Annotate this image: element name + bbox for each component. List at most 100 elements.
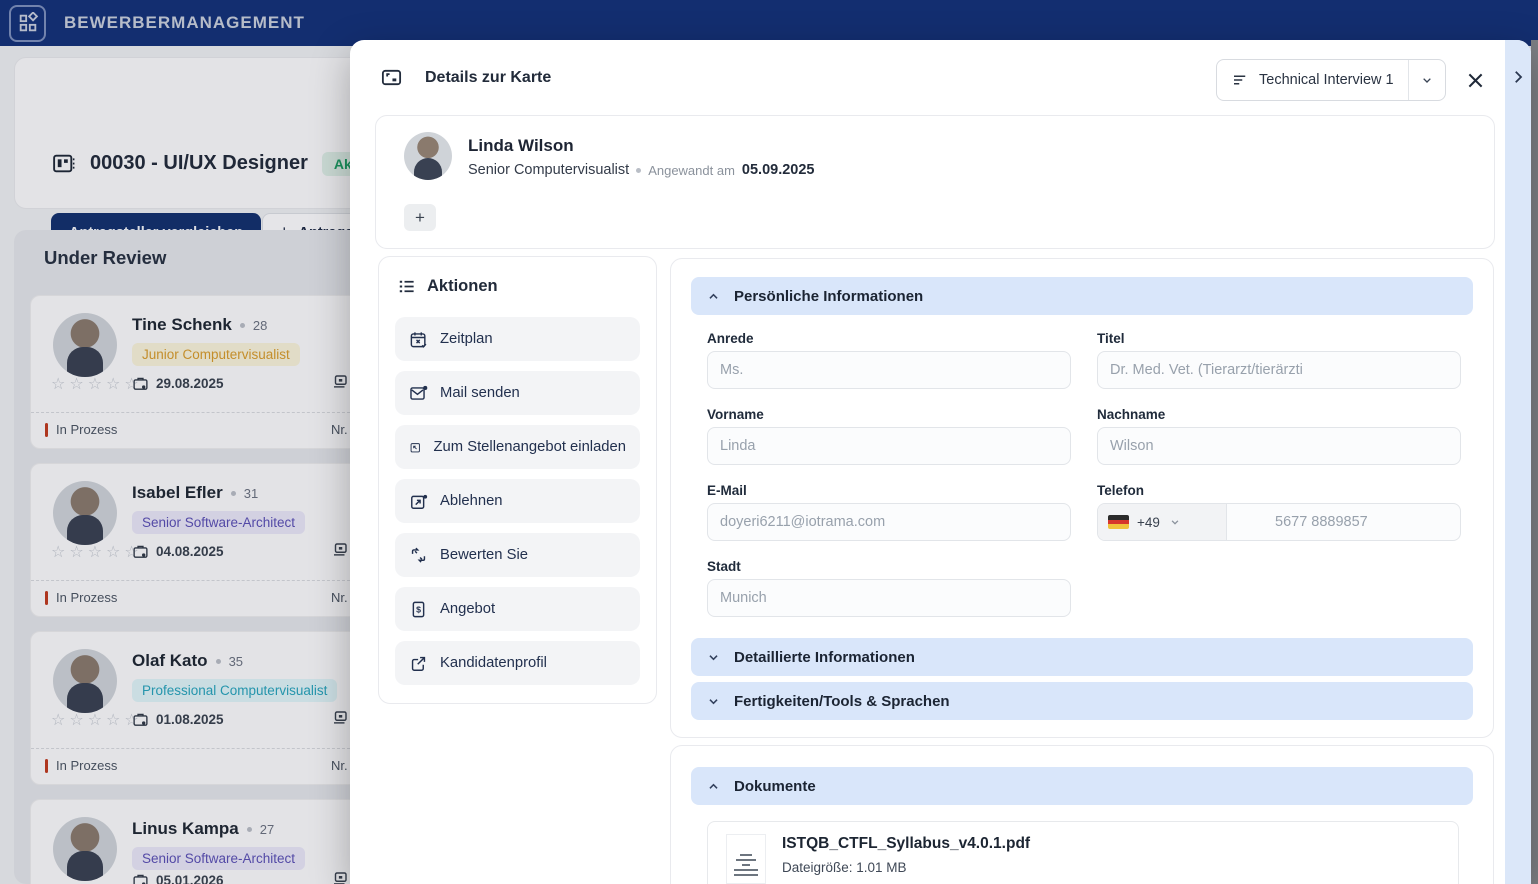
candidate-age: 28	[252, 317, 268, 333]
next-card-band	[1505, 40, 1531, 884]
applied-label: Angewandt am	[648, 162, 735, 178]
video-interview-icon[interactable]	[331, 373, 349, 391]
documents-panel: Dokumente ISTQB_CTFL_Syllabus_v4.0.1.pdf…	[670, 745, 1494, 884]
pdf-thumbnail-icon	[726, 834, 766, 884]
role-badge: Senior Software-Architect	[132, 511, 306, 534]
action-zeitplan[interactable]: Zeitplan	[395, 317, 640, 361]
briefcase-icon	[133, 713, 148, 726]
document-size: Dateigröße: 1.01 MB	[782, 860, 907, 875]
candidate-name: Linus Kampa	[132, 819, 239, 838]
applied-date-row: 05.01.2026	[132, 872, 224, 884]
applied-date: 05.09.2025	[741, 162, 815, 178]
briefcase-icon	[133, 377, 148, 390]
applied-date-row: 01.08.2025	[132, 711, 224, 728]
vorname-field[interactable]	[707, 427, 1071, 465]
chevron-down-icon	[709, 654, 718, 660]
candidate-name: Olaf Kato	[132, 651, 208, 670]
email-label: E-Mail	[707, 483, 747, 498]
action-ablehnen[interactable]: Ablehnen	[395, 479, 640, 523]
chevron-up-icon	[709, 783, 718, 789]
section-documents-header[interactable]: Dokumente	[691, 767, 1473, 805]
chevron-up-icon	[709, 293, 718, 299]
telefon-label: Telefon	[1097, 483, 1144, 498]
status-row: In Prozess	[45, 758, 117, 773]
titel-field[interactable]	[1097, 351, 1461, 389]
actions-panel: Aktionen Zeitplan Mail senden Zum Stelle…	[378, 256, 657, 704]
anrede-label: Anrede	[707, 331, 754, 346]
offer-document-icon: $	[412, 601, 425, 617]
video-interview-icon[interactable]	[331, 709, 349, 727]
status-row: In Prozess	[45, 422, 117, 437]
country-code-select[interactable]: +49	[1098, 504, 1227, 540]
applied-date-row: 29.08.2025	[132, 375, 224, 392]
filter-lines-icon	[1234, 75, 1246, 85]
vorname-label: Vorname	[707, 407, 764, 422]
email-field[interactable]	[707, 503, 1071, 541]
stage-selector[interactable]: Technical Interview 1	[1216, 59, 1446, 101]
nachname-label: Nachname	[1097, 407, 1166, 422]
anrede-field[interactable]	[707, 351, 1071, 389]
action-zum-stellenangebot-einladen[interactable]: Zum Stellenangebot einladen	[395, 425, 640, 469]
star-rating[interactable]: ☆☆☆☆☆	[51, 710, 143, 729]
document-name: ISTQB_CTFL_Syllabus_v4.0.1.pdf	[782, 835, 1031, 852]
candidate-age: 35	[228, 653, 244, 669]
action-kandidatenprofil[interactable]: Kandidatenprofil	[395, 641, 640, 685]
top-bar: BEWERBERMANAGEMENT	[0, 0, 1538, 46]
chevron-down-icon	[1171, 520, 1179, 525]
svg-text:$: $	[416, 604, 421, 614]
avatar	[53, 817, 117, 881]
section-detailed-header[interactable]: Detaillierte Informationen	[691, 638, 1473, 676]
germany-flag-icon	[1108, 515, 1129, 529]
country-code: +49	[1137, 514, 1160, 530]
avatar	[404, 132, 452, 180]
chevron-down-icon	[709, 698, 718, 704]
phone-number: 5677 8889857	[1275, 514, 1368, 530]
candidate-name: Linda Wilson	[468, 136, 574, 155]
job-board-icon	[51, 151, 76, 176]
applied-date-row: 04.08.2025	[132, 543, 224, 560]
app-logo-icon	[9, 4, 46, 42]
box-arrow-in-icon	[410, 442, 420, 452]
section-skills-header[interactable]: Fertigkeiten/Tools & Sprachen	[691, 682, 1473, 720]
document-item[interactable]: ISTQB_CTFL_Syllabus_v4.0.1.pdf Dateigröß…	[707, 821, 1459, 884]
role-badge: Senior Software-Architect	[132, 847, 306, 870]
box-arrow-out-icon	[411, 494, 428, 509]
stadt-field[interactable]	[707, 579, 1071, 617]
avatar	[53, 649, 117, 713]
candidate-role: Senior Computervisualist	[468, 162, 630, 178]
briefcase-icon	[133, 545, 148, 558]
job-title: 00030 - UI/UX Designer	[90, 152, 308, 174]
chevron-down-icon[interactable]	[1407, 60, 1445, 100]
stadt-label: Stadt	[707, 559, 741, 574]
candidate-header-card: Linda Wilson Senior Computervisualist An…	[375, 115, 1495, 249]
list-icon	[399, 280, 414, 293]
nachname-field[interactable]	[1097, 427, 1461, 465]
app-title: BEWERBERMANAGEMENT	[64, 13, 305, 32]
actions-title: Aktionen	[427, 277, 498, 295]
candidate-age: 31	[243, 485, 259, 501]
modal-title: Details zur Karte	[425, 68, 552, 86]
card-details-icon	[380, 66, 403, 89]
action-mail-senden[interactable]: Mail senden	[395, 371, 640, 415]
avatar	[53, 481, 117, 545]
action-bewerten-sie[interactable]: Bewerten Sie	[395, 533, 640, 577]
avatar	[53, 313, 117, 377]
section-personal-header[interactable]: Persönliche Informationen	[691, 277, 1473, 315]
star-rating[interactable]: ☆☆☆☆☆	[51, 542, 143, 561]
video-interview-icon[interactable]	[331, 541, 349, 559]
role-badge: Professional Computervisualist	[132, 679, 338, 702]
chevron-right-icon[interactable]	[1509, 68, 1527, 86]
close-icon[interactable]	[1462, 67, 1488, 93]
action-angebot[interactable]: $ Angebot	[395, 587, 640, 631]
backdrop-strip	[1531, 40, 1538, 884]
card-details-modal: Details zur Karte Technical Interview 1 …	[350, 40, 1531, 884]
star-rating[interactable]: ☆☆☆☆☆	[51, 374, 143, 393]
personal-info-panel: Persönliche Informationen Anrede Titel V…	[670, 258, 1494, 738]
mail-dot-icon	[410, 385, 428, 400]
telefon-field[interactable]: +49 5677 8889857	[1097, 503, 1461, 541]
calendar-x-icon	[410, 331, 427, 348]
candidate-age: 27	[259, 821, 275, 837]
stage-label: Technical Interview 1	[1259, 72, 1394, 88]
add-tag-button[interactable]: +	[404, 204, 436, 231]
